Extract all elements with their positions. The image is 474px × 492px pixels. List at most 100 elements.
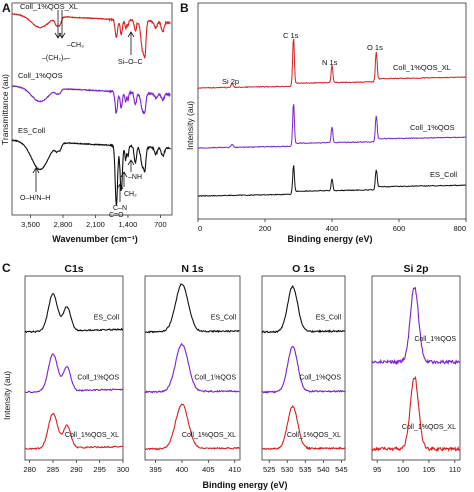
panel-a-ftir: Transmittance (au) Wavenumber (cm⁻¹) 3,5… bbox=[0, 2, 173, 244]
panel-c-xps-highres: Intensity (au) Binding energy (eV) C1s 28… bbox=[2, 263, 461, 490]
panel-b-xtick-label: 200 bbox=[259, 224, 272, 233]
panel-b-ylabel: Intensity (au) bbox=[185, 101, 195, 150]
subplot-series-line bbox=[144, 403, 240, 451]
subplot-xtick-label: 410 bbox=[228, 465, 241, 474]
arrow-cn bbox=[116, 183, 124, 202]
subplot-xtick-label: 395 bbox=[149, 465, 162, 474]
subplot-series-line bbox=[261, 285, 346, 334]
panel-c-letter: C bbox=[2, 261, 11, 275]
subplot-3: Si 2p 95 100 105 110 Coll_1%QOS Coll_1%QOS_XL bbox=[371, 263, 461, 474]
panel-b-xtick-label: 600 bbox=[393, 224, 406, 233]
panel-b-series-line bbox=[197, 104, 467, 149]
subplot-series-label: Coll_1%QOS_XL bbox=[402, 424, 456, 431]
ann-sioc: Si–O–C bbox=[118, 59, 143, 66]
subplot-xtick-label: 530 bbox=[281, 465, 294, 474]
panel-b-label-xl: Coll_1%QOS_XL bbox=[393, 63, 451, 72]
subplot-series-line bbox=[24, 412, 124, 451]
panel-c-xlabel: Binding energy (eV) bbox=[202, 480, 287, 490]
subplot-xtick-label: 295 bbox=[93, 465, 106, 474]
subplot-title: Si 2p bbox=[403, 263, 428, 275]
subplot-xtick-label: 545 bbox=[335, 465, 348, 474]
subplot-2: O 1s 525 530 535 540 545 ES_Coll Coll_1%QOS Coll… bbox=[261, 263, 348, 474]
arrow-sioc bbox=[127, 31, 135, 55]
panel-a-xtick-label: 3,500 bbox=[21, 220, 40, 229]
panel-a-xlabel: Wavenumber (cm⁻¹) bbox=[52, 234, 137, 244]
subplot-frame bbox=[261, 275, 346, 461]
peak-n1s: N 1s bbox=[322, 58, 338, 67]
subplot-0: C1s 280 285 290 295 300 ES_Coll Coll_1%QOS Coll_… bbox=[23, 263, 129, 474]
ann-nh: –NH bbox=[128, 174, 142, 181]
subplot-title: C1s bbox=[64, 263, 83, 275]
arrow-ch2n bbox=[58, 10, 66, 39]
subplot-series-label: Coll_1%QOS_XL bbox=[65, 432, 119, 439]
arrow-nh bbox=[127, 159, 135, 172]
panel-c-ylabel: Intensity (au) bbox=[2, 371, 12, 420]
panel-b-xtick-label: 800 bbox=[453, 224, 466, 233]
subplot-series-line bbox=[24, 293, 124, 334]
peak-o1s: O 1s bbox=[367, 43, 383, 52]
subplot-series-line bbox=[261, 405, 346, 451]
subplot-xtick-label: 95 bbox=[373, 465, 381, 474]
ann-cn: C–N bbox=[113, 205, 127, 212]
subplot-series-label: Coll_1%QOS_XL bbox=[287, 432, 341, 439]
panel-a-xtick-label: 2,100 bbox=[86, 220, 105, 229]
subplot-frame bbox=[371, 275, 461, 461]
subplot-xtick-label: 105 bbox=[423, 465, 436, 474]
subplot-xtick-label: 110 bbox=[449, 465, 461, 474]
peak-si2p: Si 2p bbox=[222, 77, 239, 86]
panel-b-xtick-label: 0 bbox=[198, 224, 202, 233]
panel-b-series-line bbox=[197, 38, 467, 89]
panel-a-xtick-label: 2,800 bbox=[54, 220, 73, 229]
panel-b-xlabel: Binding energy (eV) bbox=[287, 234, 372, 244]
subplot-xtick-label: 540 bbox=[317, 465, 330, 474]
subplot-frame bbox=[144, 275, 241, 461]
arrow-oh-nh bbox=[32, 167, 40, 192]
subplot-xtick-label: 400 bbox=[176, 465, 189, 474]
panel-a-label-xl: Coll_1%QOS_XL bbox=[20, 2, 78, 11]
panel-a-series-line bbox=[11, 13, 171, 59]
subplot-title: N 1s bbox=[181, 263, 203, 275]
panel-b-xtick-label: 400 bbox=[326, 224, 339, 233]
subplot-series-line bbox=[144, 342, 240, 394]
subplot-series-label: Coll_1%QOS bbox=[299, 374, 341, 381]
subplot-series-label: ES_Coll bbox=[316, 314, 342, 321]
subplot-xtick-label: 290 bbox=[70, 465, 83, 474]
subplot-series-label: Coll_1%QOS_XL bbox=[182, 432, 236, 439]
panel-b-xps-survey: Intensity (au) Binding energy (eV) 0 200 4… bbox=[185, 2, 467, 244]
ann-ch3: –CH₃ bbox=[67, 42, 84, 49]
panel-a-letter: A bbox=[2, 1, 11, 15]
subplot-series-line bbox=[371, 375, 461, 453]
subplot-frame bbox=[24, 275, 124, 461]
ann-ch2n: –(CH₂)ₙ– bbox=[42, 55, 70, 62]
arrow-ch2 bbox=[120, 171, 128, 187]
subplot-xtick-label: 405 bbox=[202, 465, 215, 474]
subplot-series-label: ES_Coll bbox=[211, 314, 237, 321]
panel-b-series-line bbox=[197, 165, 467, 197]
subplot-series-label: Coll_1%QOS bbox=[414, 336, 456, 343]
panel-a-label-es: ES_Coll bbox=[18, 126, 45, 135]
panel-a-xtick-label: 700 bbox=[154, 220, 167, 229]
panel-b-label-es: ES_Coll bbox=[430, 170, 457, 179]
subplot-series-label: ES_Coll bbox=[94, 314, 120, 321]
subplot-xtick-label: 285 bbox=[47, 465, 60, 474]
subplot-series-label: Coll_1%QOS bbox=[194, 374, 236, 381]
subplot-series-line bbox=[145, 283, 240, 334]
panel-a-frame bbox=[11, 2, 173, 216]
subplot-series-line bbox=[24, 353, 124, 394]
ann-oh-nh: O–H/N–H bbox=[20, 195, 50, 202]
panel-a-series-line bbox=[11, 139, 171, 206]
subplot-title: O 1s bbox=[292, 263, 315, 275]
subplot-series-label: Coll_1%QOS bbox=[77, 374, 119, 381]
subplot-xtick-label: 100 bbox=[397, 465, 410, 474]
ann-ch2: CH₂ bbox=[124, 191, 137, 198]
subplot-xtick-label: 535 bbox=[299, 465, 312, 474]
panel-a-xtick-label: 1,400 bbox=[119, 220, 138, 229]
panel-a-ylabel: Transmittance (au) bbox=[0, 74, 10, 145]
panel-b-letter: B bbox=[180, 1, 189, 15]
panel-b-label-qos: Coll_1%QOS bbox=[410, 123, 455, 132]
subplot-xtick-label: 525 bbox=[263, 465, 276, 474]
peak-c1s: C 1s bbox=[283, 31, 299, 40]
subplot-series-line bbox=[372, 286, 461, 366]
panel-a-label-qos: Coll_1%QOS bbox=[18, 71, 63, 80]
